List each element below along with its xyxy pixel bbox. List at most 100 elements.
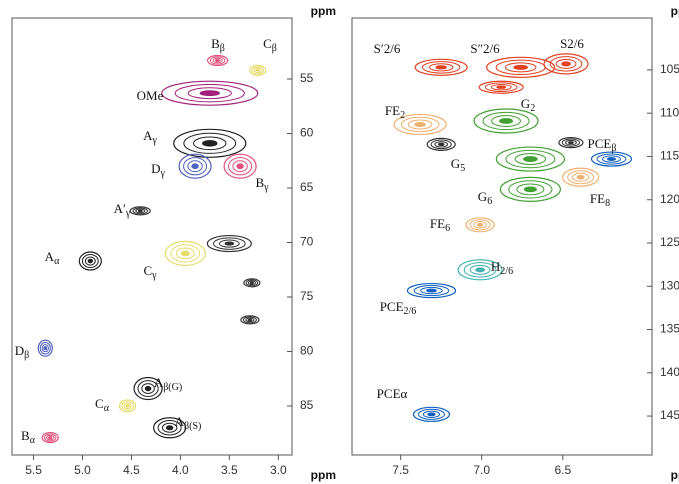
peak-contours xyxy=(241,316,259,324)
contour-ring xyxy=(49,437,52,439)
peak-label-sub: 2/6 xyxy=(404,306,417,317)
contour-ring xyxy=(203,141,217,147)
peak-label-sub: β(G) xyxy=(163,382,182,393)
peak-label-main: S′2/6 xyxy=(374,41,401,56)
peak-label: G5 xyxy=(451,156,465,174)
peak-label: H2/6 xyxy=(491,259,513,277)
peak-contours xyxy=(165,241,205,265)
peak-label: FE8 xyxy=(590,191,610,209)
peak-label-sub: γ xyxy=(263,182,269,193)
contour-ring xyxy=(216,60,220,62)
peak-label-sub: γ xyxy=(151,135,157,146)
peak-label-main: B xyxy=(255,175,264,190)
contour-ring xyxy=(577,175,584,179)
peak-contours xyxy=(500,177,560,201)
x-tick-label: 4.0 xyxy=(172,463,189,477)
peak-contours xyxy=(427,138,455,150)
peak-label-sub: γ xyxy=(159,168,165,179)
plot-frame xyxy=(12,18,292,455)
peak-label-main: C xyxy=(143,263,152,278)
peak-contours xyxy=(407,284,455,298)
peak-label-main: S2/6 xyxy=(560,36,584,51)
peak-contours xyxy=(120,400,136,412)
peak-contours xyxy=(179,154,211,178)
x-tick-label: 7.5 xyxy=(392,463,409,477)
peak-label-main: PCE xyxy=(588,136,612,151)
peak-contours xyxy=(208,56,228,66)
peak-label-sub: β(S) xyxy=(184,421,201,432)
peak-label: Aα xyxy=(45,249,60,267)
peak-label-main: C xyxy=(95,396,104,411)
peak-label: Cγ xyxy=(143,263,157,281)
peak-contours xyxy=(496,147,564,171)
contour-ring xyxy=(477,223,483,226)
figure: 556065707580855.55.04.54.03.53.0ppmppmBβ… xyxy=(0,0,679,484)
contour-ring xyxy=(607,158,615,161)
peak-label-main: H xyxy=(491,259,500,274)
contour-ring xyxy=(237,164,243,169)
contour-ring xyxy=(200,91,219,96)
x-tick-label: 5.0 xyxy=(74,463,91,477)
x-tick-label: 7.0 xyxy=(473,463,490,477)
peak-label: Dγ xyxy=(151,161,165,179)
y-tick-label: 140 xyxy=(660,365,679,379)
peak-label-main: G xyxy=(478,189,487,204)
peak-label: FE6 xyxy=(430,216,450,234)
peak-label: Cβ xyxy=(263,36,277,54)
contour-ring xyxy=(415,122,425,126)
y-tick-label: 60 xyxy=(300,126,314,140)
y-tick-label: 125 xyxy=(660,235,679,249)
peak-contours xyxy=(79,252,101,270)
peak-label-sub: γ xyxy=(151,270,157,281)
contour-ring xyxy=(500,119,513,124)
peak-label: A′γ xyxy=(114,201,131,219)
peak-label: G2 xyxy=(521,96,535,114)
peak-label: Bβ xyxy=(211,36,225,54)
peak-label: G6 xyxy=(478,189,492,207)
y-axis-unit: ppm xyxy=(671,4,679,18)
peak-label: PCEβ xyxy=(588,136,617,154)
y-tick-label: 55 xyxy=(300,71,314,85)
peak-contours xyxy=(224,154,256,178)
peak-contours xyxy=(162,81,258,105)
peak-label-main: A′ xyxy=(114,201,126,216)
peak-contours xyxy=(174,129,246,157)
contour-ring xyxy=(514,65,528,69)
peak-label-main: C xyxy=(263,36,272,51)
peak-contours xyxy=(42,433,58,443)
y-axis-unit: ppm xyxy=(311,4,336,18)
peak-contours xyxy=(487,57,555,77)
y-tick-label: 85 xyxy=(300,398,314,412)
peak-label-sub: 6 xyxy=(445,223,450,234)
contour-ring xyxy=(126,405,129,407)
peak-label-sub: γ xyxy=(125,208,131,219)
peak-contours xyxy=(250,65,266,75)
peak-contours xyxy=(544,54,588,74)
contour-ring xyxy=(438,143,444,145)
contour-ring xyxy=(250,282,253,284)
contour-ring xyxy=(88,259,92,263)
peak-label-main: B xyxy=(211,36,220,51)
contour-ring xyxy=(569,142,574,144)
peak-contours xyxy=(244,279,260,287)
peak-contours xyxy=(466,218,494,232)
contour-ring xyxy=(427,289,437,292)
y-tick-label: 130 xyxy=(660,278,679,292)
peak-label: PCEα xyxy=(377,386,408,401)
x-tick-label: 6.5 xyxy=(554,463,571,477)
peak-label: S″2/6 xyxy=(470,41,500,56)
peak-label: Bγ xyxy=(255,175,269,193)
contour-ring xyxy=(256,69,259,71)
contour-ring xyxy=(428,413,435,416)
peak-label: Aγ xyxy=(143,128,157,146)
y-tick-label: 70 xyxy=(300,235,314,249)
contour-ring xyxy=(145,386,151,390)
x-axis-unit: ppm xyxy=(671,468,679,482)
peak-label: Cα xyxy=(95,396,110,414)
y-tick-label: 80 xyxy=(300,344,314,358)
contour-ring xyxy=(44,347,47,350)
peak-label-sub: 2/6 xyxy=(500,266,513,277)
peak-label-sub: α xyxy=(104,403,110,414)
peak-label-sub: β xyxy=(24,350,29,361)
peak-label-sub: α xyxy=(54,256,60,267)
